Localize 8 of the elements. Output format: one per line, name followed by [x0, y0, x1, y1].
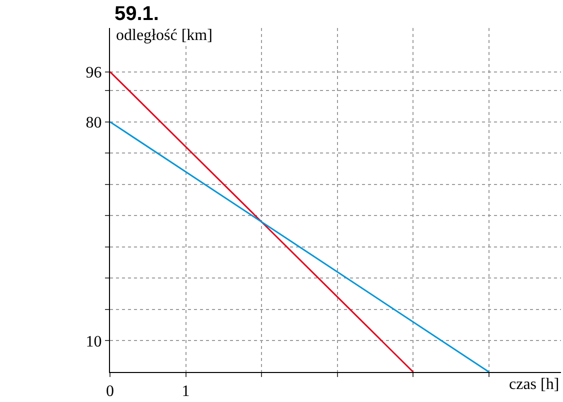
y-axis-title: odległość [km]	[116, 27, 212, 44]
y-tick-label: 80	[86, 114, 102, 132]
y-tick-label: 10	[86, 333, 102, 350]
y-tick-label: 96	[86, 64, 102, 82]
chart-title: 59.1.	[114, 3, 159, 26]
x-axis-title: czas [h]	[509, 376, 560, 393]
x-tick-label: 0	[106, 383, 114, 400]
x-tick-label: 1	[182, 383, 190, 400]
